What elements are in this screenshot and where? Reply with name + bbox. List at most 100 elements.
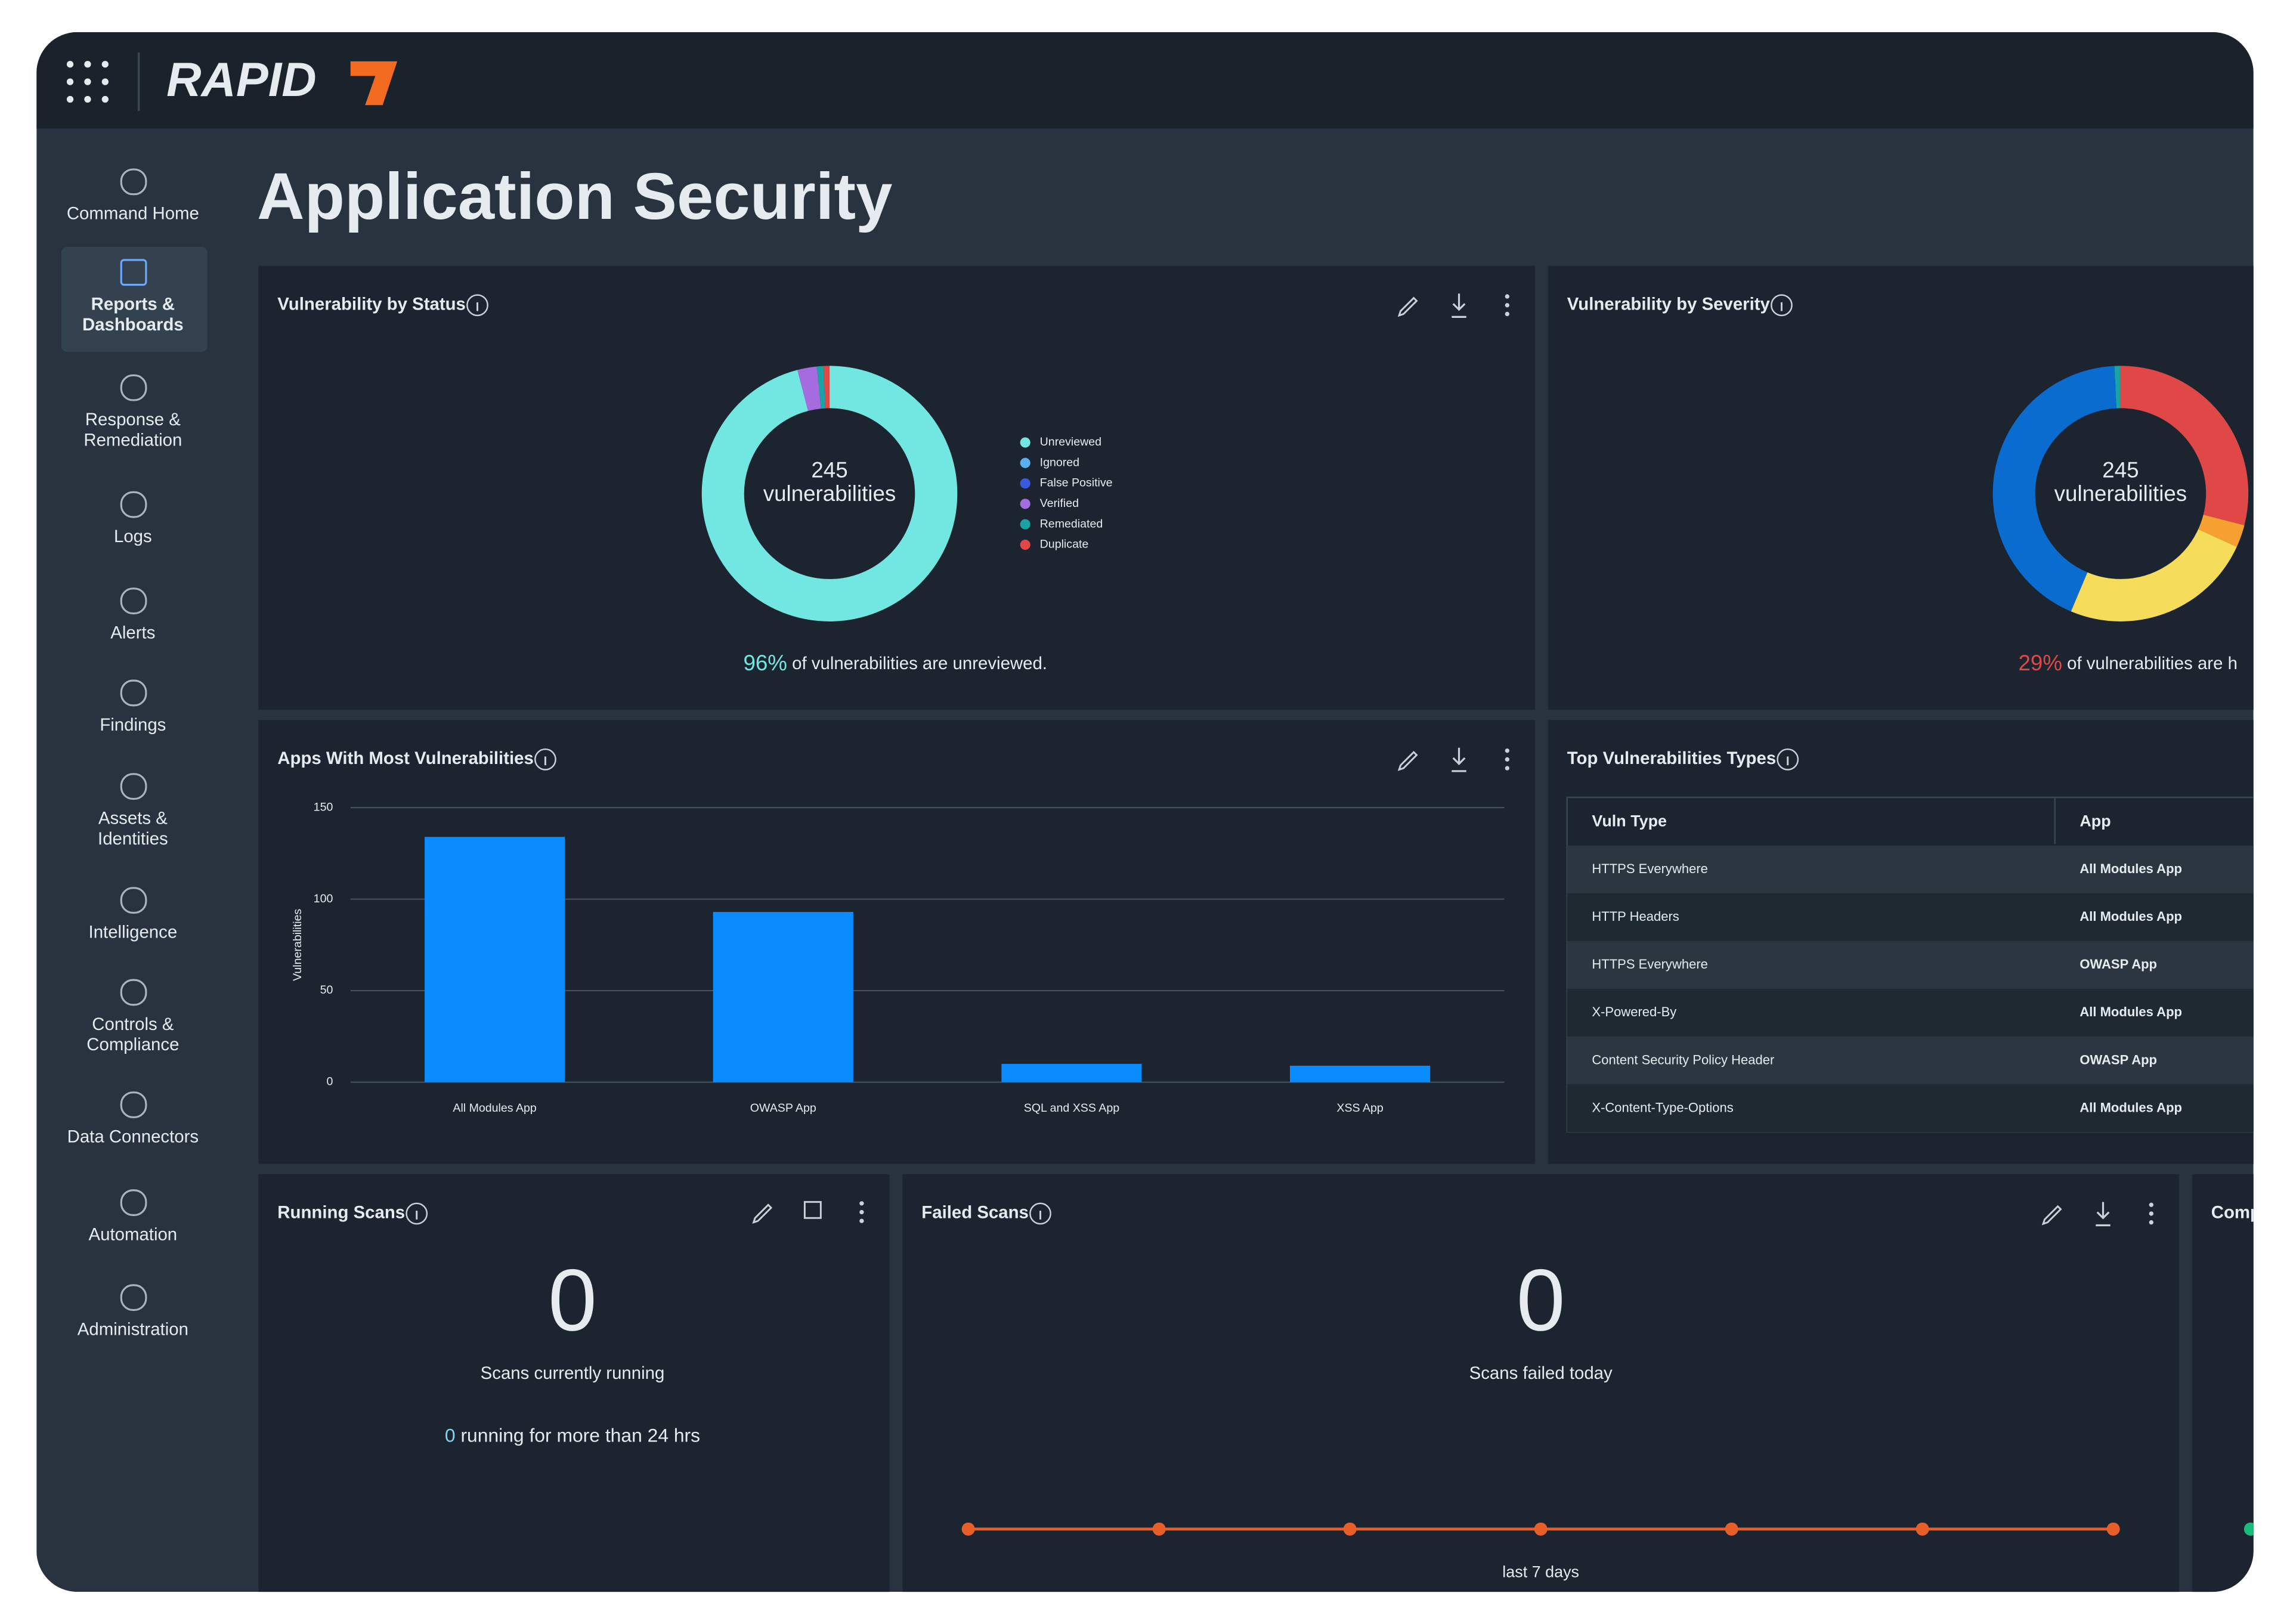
column-header: App: [2079, 812, 2110, 830]
legend-label: Remediated: [1040, 517, 1103, 530]
top-bar: [36, 32, 2254, 129]
trend-point: [1725, 1522, 1738, 1536]
nav-item[interactable]: Assets &Identities: [98, 773, 168, 849]
app-link[interactable]: All Modules App: [2079, 1100, 2182, 1115]
nav-item[interactable]: Intelligence: [89, 887, 178, 942]
menu-dot[interactable]: [1505, 303, 1510, 308]
info-icon[interactable]: [534, 748, 556, 771]
trend-point: [1343, 1522, 1357, 1536]
nav-item[interactable]: Response &Remediation: [83, 374, 182, 450]
nav-label: Logs: [114, 527, 152, 546]
edit-button[interactable]: [1397, 751, 1418, 771]
edit-button[interactable]: [752, 1204, 773, 1224]
download-button[interactable]: [2096, 1202, 2110, 1227]
widget: Vulnerability by Status 245vulnerabilitie…: [258, 265, 1535, 710]
info-icon[interactable]: [1777, 748, 1799, 771]
widget: Top Vulnerabilities Types Vuln Type App HTT…: [1548, 720, 2254, 1164]
bar[interactable]: [425, 837, 565, 1082]
bar[interactable]: [1001, 1063, 1142, 1082]
app-link[interactable]: All Modules App: [2079, 1004, 2182, 1019]
column-header: Vuln Type: [1592, 812, 1667, 830]
menu-dot[interactable]: [1505, 757, 1510, 762]
nav-label: Controls &: [92, 1014, 174, 1034]
count: 0: [1517, 1251, 1565, 1349]
widget-bg: [1548, 265, 2254, 710]
summary-text: of vulnerabilities are unreviewed.: [787, 654, 1047, 673]
info-icon[interactable]: [1771, 294, 1793, 317]
nav-item[interactable]: Logs: [114, 491, 152, 546]
donut-slice: [1992, 366, 2249, 621]
legend-swatch: [1020, 519, 1030, 530]
download-button[interactable]: [1452, 293, 1466, 318]
menu-dot[interactable]: [1505, 766, 1510, 771]
menu-dot[interactable]: [859, 1201, 864, 1206]
edit-button[interactable]: [1397, 296, 1418, 317]
edit-button[interactable]: [2041, 1205, 2062, 1226]
summary-text: of vulnerabilities are h: [2062, 654, 2238, 673]
widget: Running Scans 0 Scans currently running 0 r…: [258, 1174, 890, 1592]
page-title: Application Security: [257, 160, 892, 233]
app-link[interactable]: All Modules App: [2079, 909, 2182, 924]
legend-label: Unreviewed: [1040, 435, 1101, 448]
legend-label: Duplicate: [1040, 538, 1089, 551]
x-tick-label: OWASP App: [750, 1102, 816, 1115]
download-button[interactable]: [1452, 747, 1466, 772]
menu-dot[interactable]: [1505, 311, 1510, 317]
cell: HTTP Headers: [1592, 909, 1679, 924]
menu-dot[interactable]: [1505, 294, 1510, 299]
x-axis-label: last 7 days: [1502, 1563, 1579, 1580]
nav-item[interactable]: Controls &Compliance: [86, 979, 179, 1054]
nav-icon: [120, 1189, 147, 1216]
nav-item[interactable]: Findings: [100, 679, 166, 735]
table-row: [1567, 845, 2254, 893]
nav-item[interactable]: Automation: [89, 1189, 178, 1245]
info-icon[interactable]: [406, 1202, 428, 1225]
nav-label: Compliance: [86, 1035, 179, 1054]
legend-swatch: [1020, 539, 1030, 550]
trend-point: [1915, 1522, 1929, 1536]
legend-label: False Positive: [1040, 477, 1113, 490]
menu-dot[interactable]: [2149, 1202, 2154, 1207]
copy-button[interactable]: [803, 1201, 822, 1219]
app-link[interactable]: OWASP App: [2079, 1052, 2157, 1067]
active-nav-bg: [61, 246, 208, 352]
app-link[interactable]: All Modules App: [2079, 861, 2182, 876]
menu-dot[interactable]: [1505, 748, 1510, 753]
legend-label: Ignored: [1040, 456, 1079, 469]
cell: X-Powered-By: [1592, 1004, 1676, 1019]
widget: Comp: [2192, 1174, 2254, 1592]
nav-item[interactable]: Reports &Dashboards: [82, 259, 184, 335]
nav-item[interactable]: Administration: [78, 1284, 188, 1340]
summary: 96% of vulnerabilities are unreviewed.: [743, 651, 1047, 675]
bar[interactable]: [713, 912, 853, 1082]
trend-point: [2106, 1522, 2120, 1536]
menu-dot[interactable]: [2149, 1220, 2154, 1225]
bar[interactable]: [1290, 1065, 1431, 1082]
y-tick-label: 150: [314, 800, 333, 813]
trend-point: [1152, 1522, 1166, 1536]
app-link[interactable]: OWASP App: [2079, 957, 2157, 972]
caption: Scans currently running: [481, 1363, 665, 1383]
nav-item[interactable]: Data Connectors: [67, 1091, 199, 1147]
widget-title: Running Scans: [277, 1203, 405, 1223]
app-launcher[interactable]: [66, 61, 109, 103]
info-icon[interactable]: [466, 294, 488, 317]
info-icon[interactable]: [1029, 1202, 1051, 1225]
widget: Failed Scans 0 Scans failed today last 7 da…: [902, 1174, 2179, 1592]
menu-dot[interactable]: [2149, 1211, 2154, 1216]
donut-total: 245: [2102, 458, 2139, 482]
table-row: [1567, 1084, 2254, 1133]
nav-item[interactable]: Alerts: [110, 587, 155, 643]
long-running: 0 running for more than 24 hrs: [445, 1425, 700, 1446]
nav-label: Reports &: [91, 295, 175, 314]
nav-icon: [120, 374, 147, 401]
nav-label: Intelligence: [89, 923, 178, 942]
donut-total: 245: [811, 458, 847, 482]
menu-dot[interactable]: [859, 1218, 864, 1223]
widget-title: Failed Scans: [921, 1203, 1029, 1223]
menu-dot[interactable]: [859, 1210, 864, 1215]
widget: Vulnerability by Severity 245vulnerabilit…: [1548, 265, 2254, 710]
nav-item[interactable]: Command Home: [67, 168, 199, 224]
trend-point: [1534, 1522, 1548, 1536]
widget-bg: [902, 1174, 2179, 1592]
